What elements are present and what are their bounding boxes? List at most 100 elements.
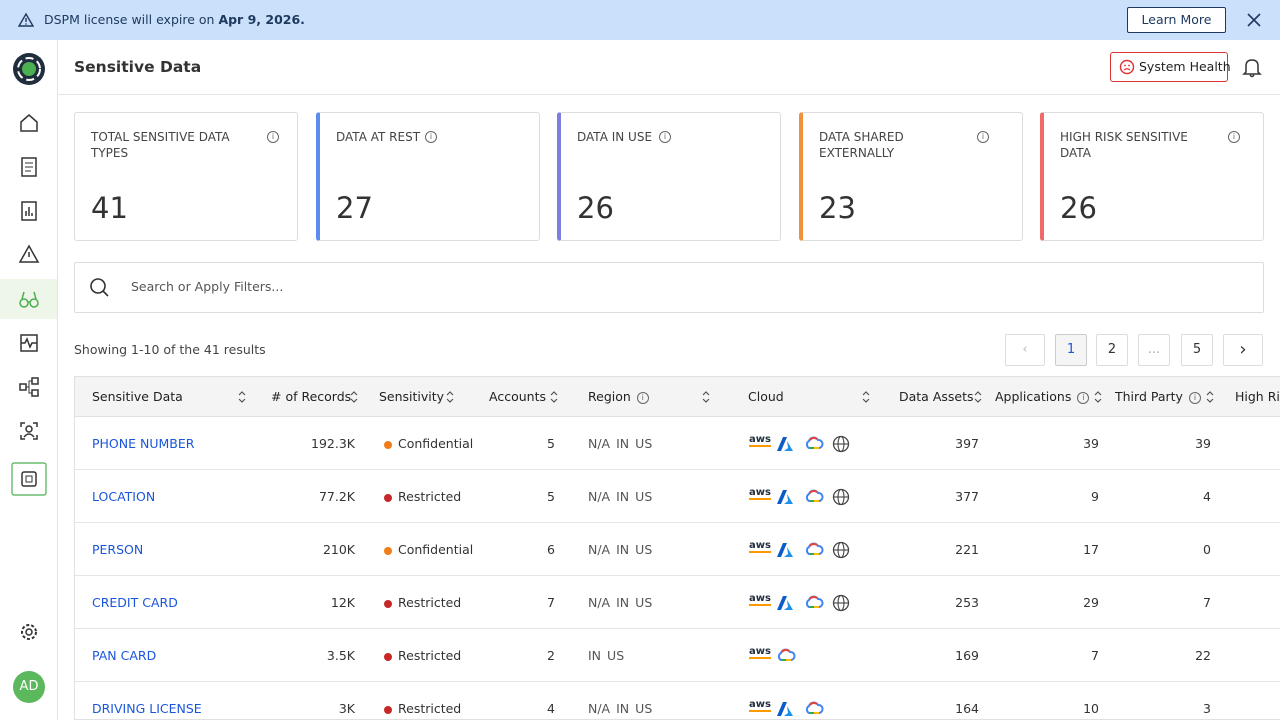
sort-icon[interactable] bbox=[1094, 391, 1102, 406]
data-type-link[interactable]: LOCATION bbox=[92, 489, 155, 504]
prev-page[interactable]: ‹ bbox=[1005, 334, 1045, 366]
records: 3K bbox=[339, 701, 355, 716]
region: N/AINUS bbox=[588, 701, 658, 716]
column-header[interactable]: # of Records bbox=[271, 389, 351, 404]
region-code: N/A bbox=[588, 542, 610, 557]
nav-settings[interactable] bbox=[14, 617, 44, 647]
banner-prefix: DSPM license will expire on bbox=[44, 12, 214, 27]
column-label: High Risk bbox=[1235, 389, 1280, 404]
column-header[interactable]: Accounts bbox=[489, 389, 546, 404]
column-label: # of Records bbox=[271, 389, 351, 404]
sort-icon[interactable] bbox=[238, 391, 246, 406]
row-divider bbox=[75, 681, 1280, 682]
data-assets: 221 bbox=[955, 542, 979, 557]
column-header[interactable]: Sensitivity bbox=[379, 389, 444, 404]
header-divider bbox=[58, 94, 1280, 95]
sort-icon[interactable] bbox=[446, 391, 454, 406]
data-type-link[interactable]: CREDIT CARD bbox=[92, 595, 178, 610]
nav-extension[interactable] bbox=[11, 462, 47, 496]
info-icon: i bbox=[1228, 131, 1240, 143]
stat-value: 41 bbox=[91, 191, 128, 225]
data-assets: 377 bbox=[955, 489, 979, 504]
nav-activity[interactable] bbox=[14, 328, 44, 358]
learn-more-button[interactable]: Learn More bbox=[1127, 7, 1226, 33]
records: 12K bbox=[331, 595, 355, 610]
data-type-link[interactable]: PERSON bbox=[92, 542, 143, 557]
stat-card: DATA AT RESTi27 bbox=[316, 112, 540, 241]
data-assets: 164 bbox=[955, 701, 979, 716]
column-label: Cloud bbox=[748, 389, 784, 404]
stat-label: DATA SHARED EXTERNALLY bbox=[819, 129, 979, 161]
data-assets: 253 bbox=[955, 595, 979, 610]
stat-label-text: DATA IN USE bbox=[577, 130, 652, 144]
stat-label-text: DATA AT REST bbox=[336, 130, 420, 144]
nav-identity[interactable] bbox=[14, 416, 44, 446]
stat-value: 27 bbox=[336, 191, 373, 225]
sort-icon[interactable] bbox=[1206, 391, 1214, 406]
third-party: 0 bbox=[1203, 542, 1211, 557]
cloud-gcp bbox=[804, 541, 824, 560]
sort-icon[interactable] bbox=[974, 391, 982, 406]
notifications[interactable] bbox=[1241, 56, 1263, 78]
applications: 29 bbox=[1083, 595, 1099, 610]
sensitivity: Confidential bbox=[398, 542, 473, 557]
sensitivity-dot bbox=[384, 441, 392, 449]
stat-label-text: DATA SHARED EXTERNALLY bbox=[819, 130, 904, 160]
column-header[interactable]: Regioni bbox=[588, 389, 649, 404]
column-header[interactable]: Applicationsi bbox=[995, 389, 1089, 404]
nav-sensitive-data[interactable] bbox=[14, 284, 44, 314]
page-button[interactable]: 1 bbox=[1055, 334, 1087, 366]
close-banner[interactable] bbox=[1246, 12, 1262, 28]
region-code: IN bbox=[588, 648, 601, 663]
data-type-link[interactable]: DRIVING LICENSE bbox=[92, 701, 202, 716]
region-code: IN bbox=[616, 701, 629, 716]
accounts: 2 bbox=[547, 648, 555, 663]
nav-reports[interactable] bbox=[14, 196, 44, 226]
nav-catalog[interactable] bbox=[14, 152, 44, 182]
avatar[interactable]: AD bbox=[13, 671, 45, 703]
sad-face-icon bbox=[1119, 59, 1135, 75]
column-header[interactable]: Data Assets bbox=[899, 389, 974, 404]
region-code: IN bbox=[616, 595, 629, 610]
info-icon: i bbox=[659, 131, 671, 143]
stat-card: HIGH RISK SENSITIVE DATAi26 bbox=[1040, 112, 1264, 241]
warning-icon bbox=[18, 12, 34, 28]
column-header[interactable]: Third Partyi bbox=[1115, 389, 1201, 404]
accounts: 5 bbox=[547, 489, 555, 504]
data-type-link[interactable]: PAN CARD bbox=[92, 648, 156, 663]
cloud-aws: aws bbox=[749, 593, 771, 606]
page-button[interactable]: 2 bbox=[1096, 334, 1128, 366]
table: Sensitive Data # of Records Sensitivity Acc… bbox=[74, 376, 1280, 720]
banner-date: Apr 9, 2026. bbox=[218, 12, 304, 27]
stat-card: TOTAL SENSITIVE DATA TYPESi41 bbox=[74, 112, 298, 241]
sort-icon[interactable] bbox=[550, 391, 558, 406]
third-party: 39 bbox=[1195, 436, 1211, 451]
nav-home[interactable] bbox=[14, 108, 44, 138]
sensitivity: Restricted bbox=[398, 648, 461, 663]
column-header[interactable]: Sensitive Data bbox=[92, 389, 183, 404]
sort-icon[interactable] bbox=[350, 391, 358, 406]
third-party: 22 bbox=[1195, 648, 1211, 663]
third-party: 4 bbox=[1203, 489, 1211, 504]
cloud-web bbox=[832, 594, 850, 615]
data-type-link[interactable]: PHONE NUMBER bbox=[92, 436, 194, 451]
column-header[interactable]: Cloud bbox=[748, 389, 784, 404]
stat-label-text: TOTAL SENSITIVE DATA TYPES bbox=[91, 130, 230, 160]
accounts: 6 bbox=[547, 542, 555, 557]
nav-lineage[interactable] bbox=[14, 372, 44, 402]
region-code: US bbox=[635, 701, 652, 716]
column-header[interactable]: High Risk bbox=[1235, 389, 1280, 404]
page-button[interactable]: 5 bbox=[1181, 334, 1213, 366]
system-health-label: System Health bbox=[1139, 59, 1231, 74]
region-code: US bbox=[635, 436, 652, 451]
next-page[interactable]: › bbox=[1223, 334, 1263, 366]
sort-icon[interactable] bbox=[702, 391, 710, 406]
stat-value: 26 bbox=[1060, 191, 1097, 225]
logo[interactable] bbox=[12, 52, 46, 86]
sort-icon[interactable] bbox=[862, 391, 870, 406]
nav-alerts[interactable] bbox=[14, 240, 44, 270]
page-button[interactable]: ... bbox=[1138, 334, 1170, 366]
cloud-aws: aws bbox=[749, 540, 771, 553]
region: N/AINUS bbox=[588, 489, 658, 504]
